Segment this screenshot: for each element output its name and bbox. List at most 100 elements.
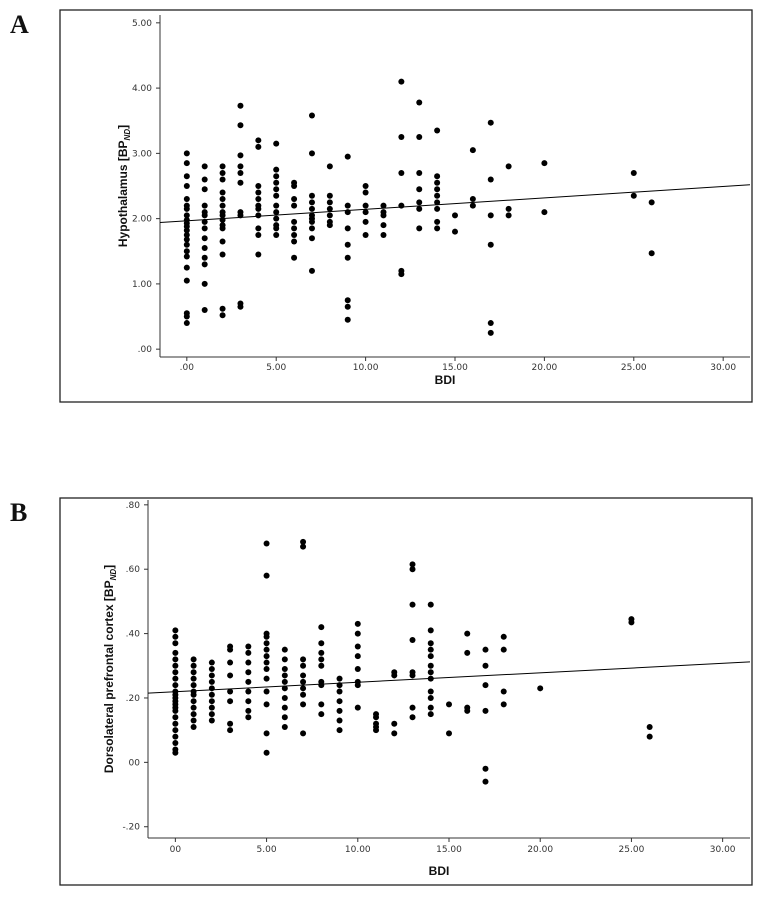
scatter-point <box>183 241 190 248</box>
scatter-point <box>308 112 315 119</box>
scatter-point <box>263 659 270 666</box>
scatter-point <box>273 231 280 238</box>
scatter-point <box>434 179 441 186</box>
scatter-point <box>237 122 244 129</box>
scatter-point <box>281 678 288 685</box>
scatter-point <box>291 183 298 189</box>
scatter-point <box>391 720 398 727</box>
scatter-point <box>201 176 208 183</box>
scatter-point <box>183 160 190 167</box>
scatter-point <box>219 251 226 258</box>
scatter-point <box>416 186 423 193</box>
scatter-point <box>308 225 315 232</box>
scatter-point <box>183 264 190 271</box>
x-tick-label: 5.00 <box>266 363 286 373</box>
scatter-point <box>291 202 298 209</box>
scatter-point <box>469 147 476 154</box>
scatter-point <box>273 186 280 193</box>
scatter-point <box>219 189 226 196</box>
x-tick-label: 25.00 <box>621 363 647 373</box>
x-axis-title: BDI <box>429 864 450 878</box>
scatter-point <box>281 694 288 701</box>
scatter-point <box>273 179 280 186</box>
scatter-point <box>427 688 434 695</box>
scatter-point <box>362 209 369 216</box>
scatter-point <box>190 656 197 663</box>
scatter-point <box>183 183 190 189</box>
scatter-point <box>482 646 489 653</box>
scatter-point <box>427 669 434 676</box>
scatter-point <box>308 235 315 242</box>
scatter-point <box>446 730 452 737</box>
scatter-point <box>183 236 190 243</box>
scatter-point <box>172 682 179 689</box>
scatter-point <box>172 714 179 721</box>
scatter-point <box>255 251 262 258</box>
scatter-point <box>434 173 441 180</box>
scatter-point <box>487 212 494 219</box>
scatter-point <box>263 666 270 672</box>
y-tick-label: 1.00 <box>132 280 152 290</box>
scatter-point <box>482 682 489 689</box>
scatter-point <box>318 711 325 718</box>
panel-letter-b: B <box>10 498 28 527</box>
scatter-point <box>300 691 307 698</box>
scatter-point <box>172 675 179 682</box>
scatter-point <box>416 199 423 206</box>
scatter-point <box>452 228 458 235</box>
scatter-point <box>427 627 434 634</box>
scatter-point <box>172 720 179 727</box>
scatter-point <box>172 749 179 756</box>
y-axis-title-end: ] <box>102 565 116 569</box>
scatter-point <box>380 231 387 238</box>
scatter-point <box>190 704 197 711</box>
y-tick-label: 4.00 <box>132 84 152 94</box>
scatter-point <box>227 659 234 666</box>
scatter-point <box>208 711 215 718</box>
scatter-point <box>505 205 512 212</box>
scatter-point <box>255 183 262 189</box>
scatter-point <box>219 176 226 183</box>
scatter-point <box>344 254 351 261</box>
scatter-point <box>183 277 190 284</box>
scatter-point <box>291 254 298 261</box>
scatter-point <box>482 765 489 772</box>
scatter-point <box>373 714 380 721</box>
scatter-point <box>190 682 197 689</box>
scatter-point <box>505 212 512 219</box>
scatter-point <box>482 707 489 714</box>
scatter-point <box>201 186 208 193</box>
scatter-point <box>255 212 262 219</box>
scatter-point <box>219 202 226 209</box>
scatter-point <box>427 711 434 718</box>
scatter-point <box>245 649 252 656</box>
y-axis-title-subscript: ND <box>123 129 132 141</box>
scatter-point <box>237 303 244 310</box>
scatter-point <box>291 238 298 245</box>
scatter-point <box>255 225 262 232</box>
x-axis-title: BDI <box>435 373 456 387</box>
scatter-point <box>263 675 270 682</box>
scatter-point <box>172 707 179 714</box>
scatter-point <box>487 320 494 327</box>
scatter-point <box>427 694 434 701</box>
x-tick-label: .00 <box>180 363 195 373</box>
scatter-point <box>469 202 476 209</box>
scatter-point <box>227 672 234 679</box>
scatter-point <box>318 624 325 631</box>
scatter-point <box>300 678 307 685</box>
scatter-point <box>300 672 307 679</box>
y-tick-label: 2.00 <box>132 215 152 225</box>
scatter-point <box>183 227 190 234</box>
scatter-point <box>190 723 197 730</box>
scatter-point <box>646 723 653 730</box>
scatter-point <box>281 666 288 672</box>
scatter-point <box>336 717 343 724</box>
scatter-point <box>336 727 343 734</box>
scatter-point <box>380 222 387 229</box>
x-tick-label: 15.00 <box>436 845 462 855</box>
scatter-point <box>201 212 208 219</box>
y-tick-label: .20 <box>126 694 141 704</box>
scatter-point <box>291 218 298 225</box>
scatter-point <box>500 701 507 708</box>
